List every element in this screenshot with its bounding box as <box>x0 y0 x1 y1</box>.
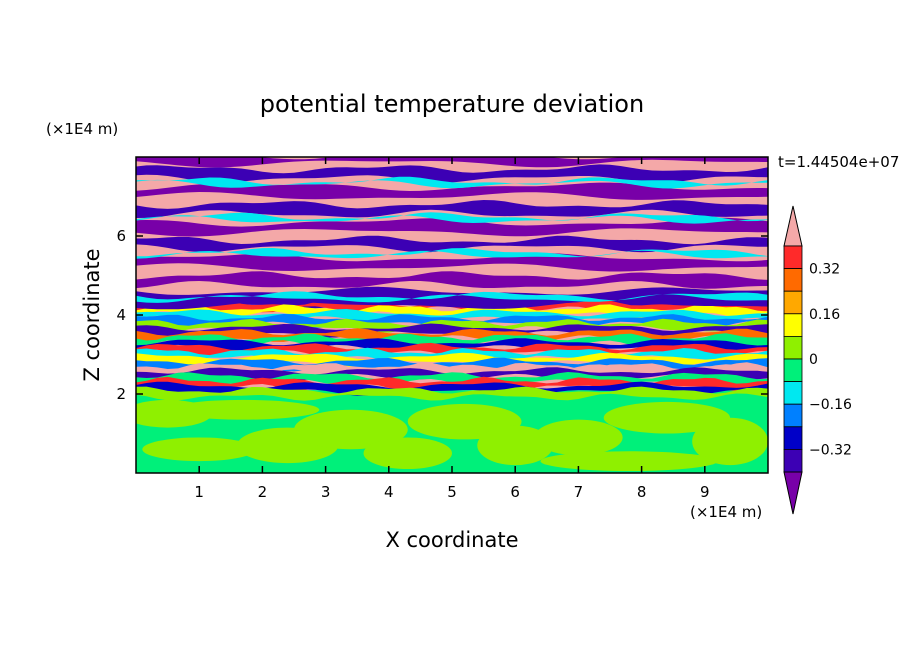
x-tick-label: 3 <box>321 483 331 501</box>
lime-patch <box>477 425 554 466</box>
mid-band <box>136 352 768 367</box>
upper-band <box>136 182 768 200</box>
x-tick-label: 9 <box>700 483 710 501</box>
upper-band <box>136 217 768 237</box>
colorbar-segment <box>783 268 803 292</box>
upper-band <box>136 164 768 184</box>
lime-patch <box>294 409 408 450</box>
edge-line <box>136 176 768 189</box>
colorbar-tick-label: −0.32 <box>809 442 852 458</box>
upper-band <box>136 286 768 310</box>
colorbar-segment <box>783 381 803 405</box>
mid-band <box>136 362 768 377</box>
colorbar-tick-label: 0 <box>809 352 818 368</box>
colorbar-top-arrow <box>783 205 803 247</box>
y-tick-label: 2 <box>116 385 126 403</box>
x-axis-label: X coordinate <box>385 528 518 552</box>
lime-patch <box>692 417 768 466</box>
edge-line <box>136 212 768 224</box>
x-unit-label: (×1E4 m) <box>690 503 762 521</box>
y-tick-label: 4 <box>116 306 126 324</box>
edge-line <box>136 291 768 303</box>
colorbar-segment <box>783 335 803 360</box>
chart-title: potential temperature deviation <box>260 90 644 118</box>
lime-patch <box>534 419 623 456</box>
upper-band <box>136 235 768 253</box>
time-label: t=1.44504e+07 <box>778 153 899 171</box>
colorbar-segment <box>783 403 803 428</box>
x-tick-label: 5 <box>447 483 457 501</box>
edge-line <box>136 248 768 259</box>
x-tick-label: 1 <box>194 483 204 501</box>
upper-band <box>136 200 768 218</box>
lime-patch <box>363 437 453 470</box>
mid-band <box>136 309 768 324</box>
contour-field <box>136 157 768 473</box>
colorbar-segment <box>783 313 803 337</box>
upper-band <box>136 253 768 272</box>
lime-patch <box>603 401 731 434</box>
colorbar-tick-label: −0.16 <box>809 397 852 413</box>
colorbar-tick-label: 0.32 <box>809 262 840 278</box>
lime-patch <box>136 399 212 428</box>
lime-patch <box>540 451 718 472</box>
mid-band <box>136 386 768 401</box>
colorbar-segment <box>783 290 803 315</box>
y-axis-label: Z coordinate <box>80 248 104 381</box>
y-unit-label: (×1E4 m) <box>46 120 118 138</box>
x-tick-label: 2 <box>258 483 268 501</box>
upper-band <box>136 271 768 289</box>
x-axis-ticks: 1 2 3 4 5 6 7 8 9 <box>194 157 710 501</box>
colorbar-bottom-arrow <box>783 471 803 515</box>
y-axis-ticks: 2 4 6 <box>116 227 768 403</box>
x-tick-label: 6 <box>510 483 520 501</box>
colorbar-tick-label: 0.16 <box>809 307 840 323</box>
colorbar-segment <box>783 358 803 383</box>
colorbar: 0.32 0.16 0 −0.16 −0.32 <box>783 205 852 515</box>
mid-band <box>136 381 768 396</box>
x-tick-label: 4 <box>384 483 394 501</box>
x-tick-label: 8 <box>637 483 647 501</box>
y-tick-label: 6 <box>116 227 126 245</box>
colorbar-segment <box>783 448 803 473</box>
upper-band <box>136 157 768 168</box>
lime-patch <box>142 437 257 462</box>
mid-band <box>136 333 768 348</box>
colorbar-segment <box>783 426 803 450</box>
colorbar-segment <box>783 245 803 270</box>
x-tick-label: 7 <box>574 483 584 501</box>
